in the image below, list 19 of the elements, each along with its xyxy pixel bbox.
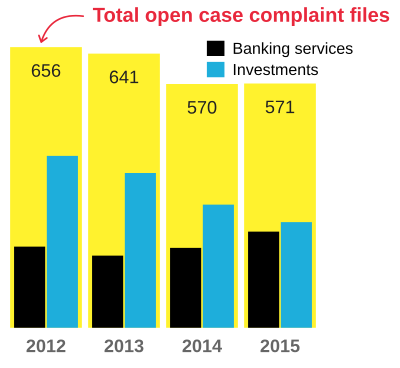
x-tick-label: 2012 <box>26 339 66 352</box>
bar <box>92 256 124 328</box>
bar <box>46 156 78 328</box>
data-label: 656 <box>32 64 60 77</box>
chart-title: Total open case complaint files <box>92 7 390 26</box>
legend-label: Investments <box>234 64 318 76</box>
bar <box>202 204 234 328</box>
data-label: 570 <box>188 100 216 114</box>
x-tick-label: 2014 <box>182 339 222 352</box>
bar <box>14 246 46 328</box>
bar <box>280 222 312 328</box>
legend-label: Banking services <box>234 42 353 58</box>
bar <box>124 172 156 328</box>
data-label: 571 <box>266 100 294 114</box>
x-tick-label: 2013 <box>104 339 144 352</box>
bar <box>248 232 280 328</box>
x-tick-label: 2015 <box>260 339 300 352</box>
data-label: 641 <box>110 70 138 84</box>
bar <box>170 248 202 328</box>
